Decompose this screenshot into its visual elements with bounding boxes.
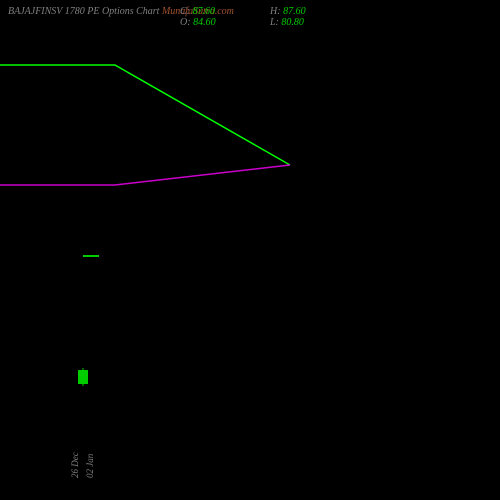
close-row: C: 87.60 [180, 6, 216, 17]
close-value: 87.60 [193, 6, 216, 17]
close-label: C: [180, 6, 190, 17]
chart-svg [0, 30, 500, 460]
tick-marker [83, 255, 99, 257]
low-row: L: 80.80 [270, 17, 306, 28]
high-row: H: 87.60 [270, 6, 306, 17]
low-value: 80.80 [281, 17, 304, 28]
x-tick-label: 26 Dec [70, 452, 80, 478]
chart-line [0, 165, 290, 185]
chart-line [0, 65, 290, 165]
open-value: 84.60 [193, 17, 216, 28]
ohlc-col-1: C: 87.60 O: 84.60 [180, 6, 216, 28]
candle-body [78, 370, 88, 384]
title-main: BAJAJFINSV 1780 PE Options Chart [8, 6, 162, 17]
ohlc-col-2: H: 87.60 L: 80.80 [270, 6, 306, 28]
low-label: L: [270, 17, 279, 28]
x-tick-label: 02 Jan [85, 454, 95, 478]
chart-area [0, 30, 500, 460]
x-axis: 26 Dec 02 Jan [0, 438, 500, 488]
open-label: O: [180, 17, 191, 28]
open-row: O: 84.60 [180, 17, 216, 28]
high-label: H: [270, 6, 281, 17]
high-value: 87.60 [283, 6, 306, 17]
